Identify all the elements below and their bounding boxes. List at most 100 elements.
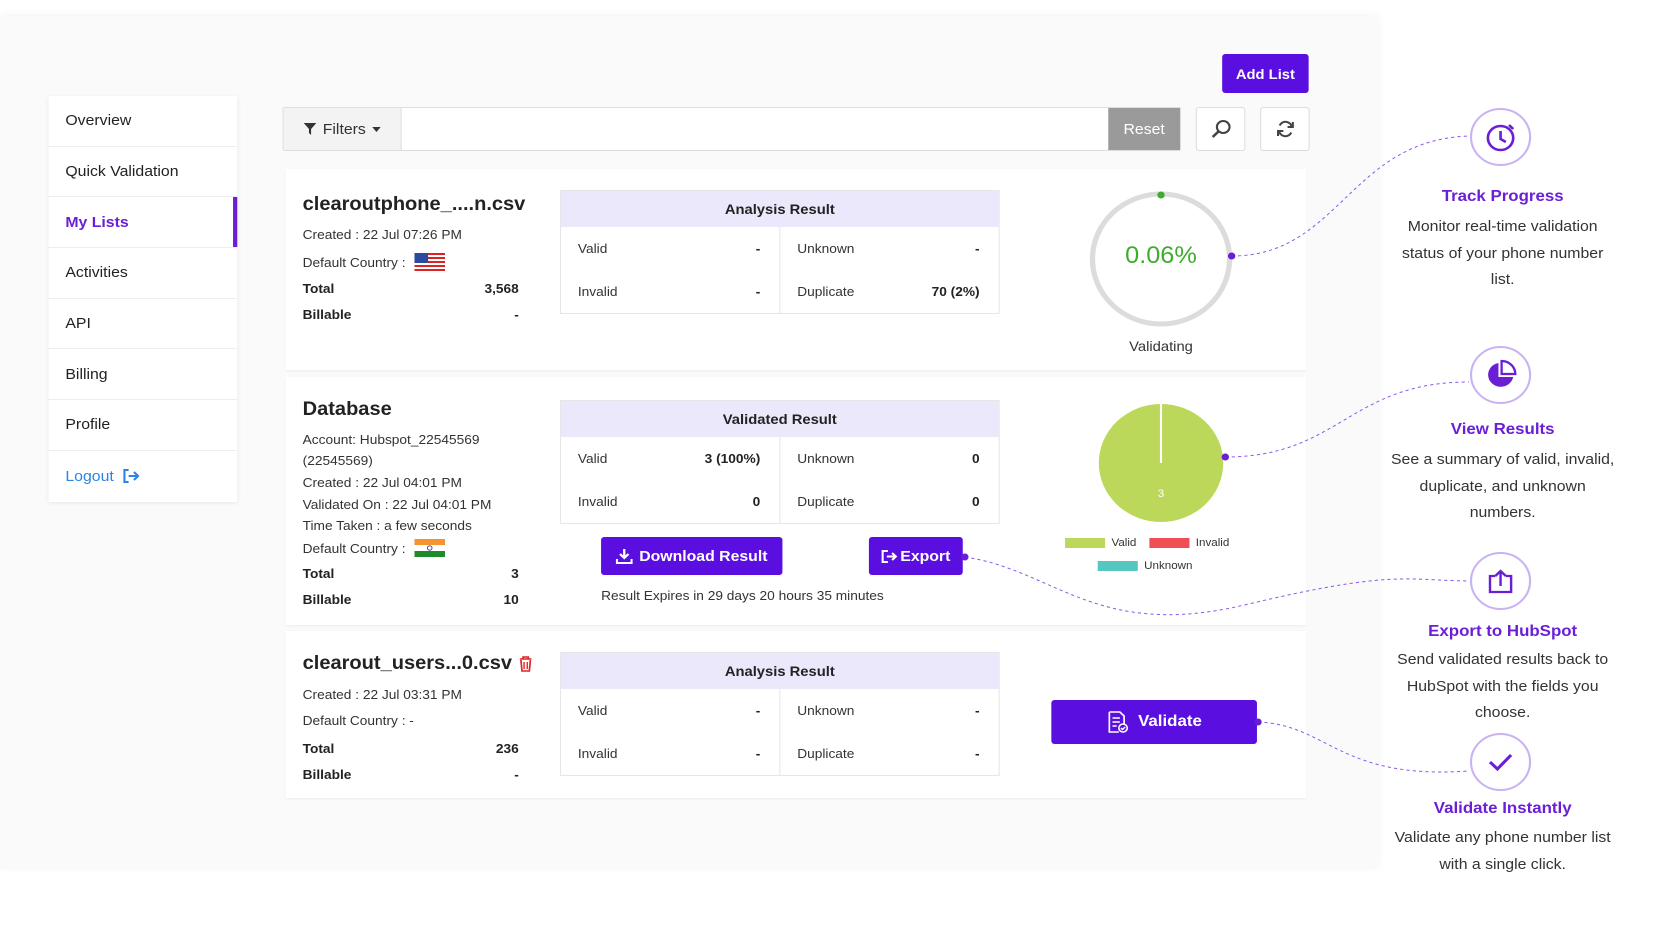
invalid-label: Invalid xyxy=(577,494,618,509)
reset-button[interactable]: Reset xyxy=(1108,108,1180,150)
duplicate-value: - xyxy=(975,746,980,761)
progress-ring xyxy=(1089,191,1233,327)
add-list-button[interactable]: Add List xyxy=(1222,54,1309,93)
connector-view-results xyxy=(1225,381,1469,458)
list-name[interactable]: clearoutphone_....n.csv xyxy=(302,194,526,215)
download-icon xyxy=(615,549,633,564)
valid-label: Valid xyxy=(577,703,608,718)
pie-data-label: 3 xyxy=(1158,488,1164,500)
checkmark-icon xyxy=(1488,753,1513,772)
legend-unknown: Unknown xyxy=(1097,560,1192,572)
sidebar-item-billing[interactable]: Billing xyxy=(48,349,238,401)
analysis-result-table: Analysis Result Valid - Invalid - Unknown -… xyxy=(559,190,1000,314)
list-name[interactable]: Database xyxy=(302,399,392,420)
export-button[interactable]: Export xyxy=(868,537,963,575)
validate-label: Validate xyxy=(1138,713,1202,730)
valid-label: Valid xyxy=(577,451,608,466)
sidebar-item-activities[interactable]: Activities xyxy=(48,248,238,299)
sidebar-item-logout[interactable]: Logout xyxy=(49,451,238,502)
default-country: Default Country : - xyxy=(302,713,414,728)
invalid-value: - xyxy=(755,746,761,761)
refresh-button[interactable] xyxy=(1260,107,1310,151)
duplicate-value: 0 xyxy=(972,494,980,509)
pie-chart-icon xyxy=(1488,359,1517,387)
invalid-row: Invalid - xyxy=(578,284,760,299)
sidebar-item-profile[interactable]: Profile xyxy=(48,400,238,451)
validate-doc-icon xyxy=(1108,711,1129,733)
feature-description: Monitor real-time validation status of y… xyxy=(1401,218,1604,288)
india-flag-icon xyxy=(413,539,445,557)
sidebar-item-label: Activities xyxy=(65,264,128,282)
list-name[interactable]: clearout_users...0.csv xyxy=(302,653,513,674)
feature-title: Export to HubSpot xyxy=(1428,623,1578,640)
legend-label: Invalid xyxy=(1195,537,1230,549)
unknown-value: - xyxy=(975,703,980,718)
feature-description: See a summary of valid, invalid, duplica… xyxy=(1391,451,1615,521)
duplicate-value: 70 (2%) xyxy=(931,284,980,299)
unknown-row: Unknown 0 xyxy=(797,451,979,466)
legend-swatch xyxy=(1149,538,1190,548)
sidebar-item-label: My Lists xyxy=(65,213,129,231)
valid-value: 3 (100%) xyxy=(704,451,761,466)
billable-value: - xyxy=(514,767,519,782)
clock-icon xyxy=(1486,124,1515,152)
validated-result-table: Validated Result Valid 3 (100%) Invalid 0 … xyxy=(559,400,1000,524)
trash-icon[interactable] xyxy=(518,656,532,672)
feature-title: Track Progress xyxy=(1441,188,1564,205)
download-result-button[interactable]: Download Result xyxy=(601,537,783,575)
sidebar-item-label: Profile xyxy=(65,416,111,434)
sidebar-item-api[interactable]: API xyxy=(48,299,238,350)
valid-row: Valid - xyxy=(578,241,760,256)
unknown-value: - xyxy=(975,241,980,256)
unknown-label: Unknown xyxy=(797,451,855,466)
sidebar-item-my-lists[interactable]: My Lists xyxy=(48,197,238,249)
invalid-row: Invalid - xyxy=(578,746,760,761)
feature-description: Validate any phone number list with a si… xyxy=(1394,829,1611,873)
country-label: Default Country : xyxy=(302,540,406,556)
refresh-icon xyxy=(1276,120,1294,138)
validated-date: Validated On : 22 Jul 04:01 PM xyxy=(302,497,492,512)
validate-button[interactable]: Validate xyxy=(1051,700,1257,744)
logout-icon xyxy=(123,469,140,484)
total-label: Total xyxy=(302,741,335,756)
duplicate-row: Duplicate - xyxy=(797,746,979,761)
valid-label: Valid xyxy=(577,241,608,256)
connector-validate xyxy=(1257,721,1469,773)
sidebar-item-quick-validation[interactable]: Quick Validation xyxy=(48,147,238,198)
total-label: Total xyxy=(302,281,335,296)
unknown-value: 0 xyxy=(972,451,980,466)
result-pie-chart: 3 xyxy=(1098,404,1224,522)
billable-value: 10 xyxy=(503,592,519,607)
created-date: Created : 22 Jul 04:01 PM xyxy=(302,475,462,490)
search-input[interactable] xyxy=(401,108,1111,150)
total-value: 236 xyxy=(495,741,519,756)
account-name: Account: Hubspot_22545569 xyxy=(302,432,480,447)
legend-valid: Valid xyxy=(1065,537,1136,549)
sidebar-item-overview[interactable]: Overview xyxy=(48,96,238,147)
legend-label: Valid xyxy=(1111,537,1137,549)
billable-row: Billable - xyxy=(303,307,519,322)
validate-instantly-badge xyxy=(1469,733,1532,791)
filter-toolbar: Filters Reset xyxy=(282,107,1182,151)
list-card: clearout_users...0.csv Created : 22 Jul … xyxy=(285,631,1307,798)
download-label: Download Result xyxy=(639,547,768,565)
unknown-label: Unknown xyxy=(797,241,855,256)
total-row: Total 3,568 xyxy=(303,281,519,296)
billable-label: Billable xyxy=(302,592,352,607)
sidebar: Overview Quick Validation My Lists Activ… xyxy=(48,96,238,502)
filters-dropdown[interactable]: Filters xyxy=(283,108,402,150)
valid-value: - xyxy=(755,241,761,256)
invalid-label: Invalid xyxy=(577,284,618,299)
export-icon xyxy=(881,549,898,563)
search-button[interactable] xyxy=(1195,107,1246,151)
billable-row: Billable - xyxy=(303,767,519,782)
feature-title: Validate Instantly xyxy=(1433,800,1572,817)
billable-label: Billable xyxy=(302,307,352,322)
sidebar-item-label: API xyxy=(65,315,91,333)
total-value: 3,568 xyxy=(484,281,519,296)
result-expiry: Result Expires in 29 days 20 hours 35 mi… xyxy=(601,588,884,603)
progress-value: 0.06% xyxy=(1125,242,1197,269)
valid-value: - xyxy=(755,703,761,718)
filters-label: Filters xyxy=(322,120,366,138)
search-icon xyxy=(1211,120,1231,138)
